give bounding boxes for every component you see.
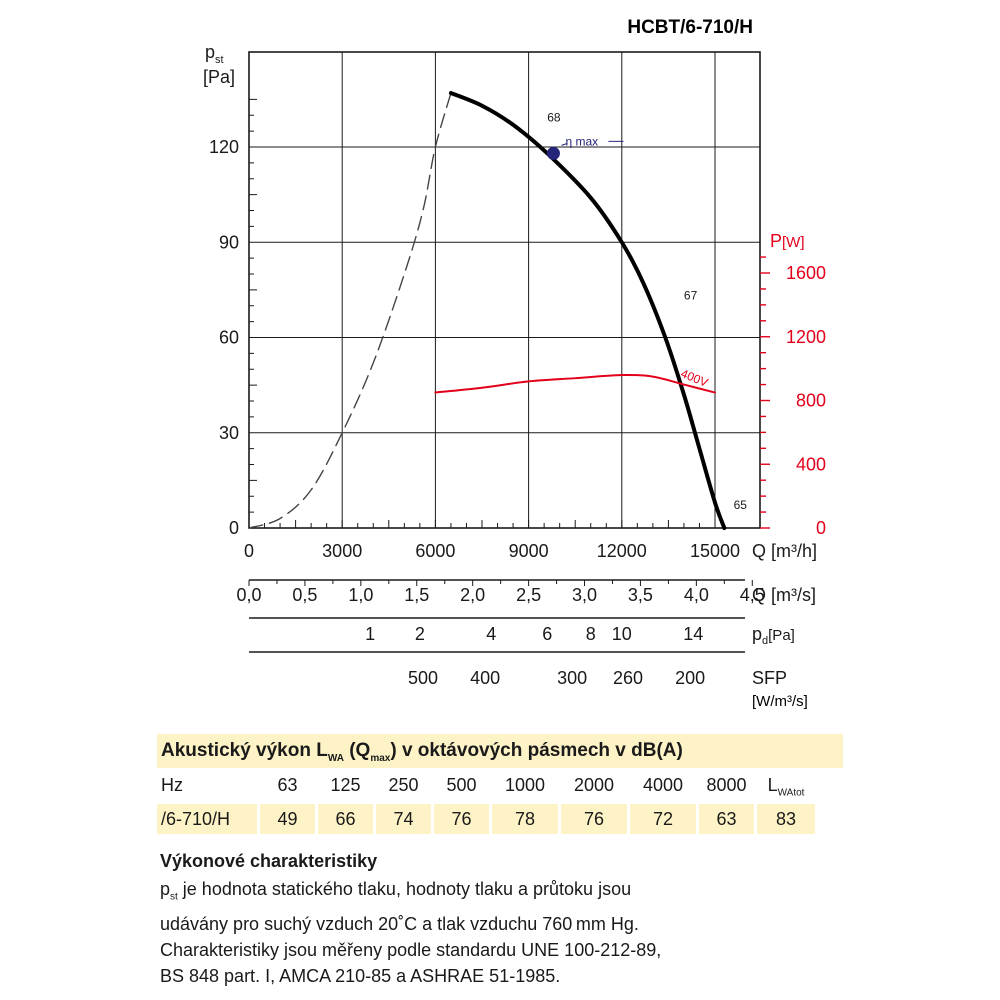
eta-max-label: η max	[565, 134, 598, 148]
x-axis-tick-label: 6000	[415, 541, 455, 561]
secondary-axis-tick-label: 2	[415, 624, 425, 644]
series-line-2	[434, 373, 716, 394]
right-axis-tick-label: 1200	[786, 327, 826, 347]
value-cell: 49	[260, 804, 315, 834]
performance-notes: Výkonové charakteristiky pst je hodnota …	[160, 848, 840, 989]
x-axis-tick-label: 3000	[322, 541, 362, 561]
secondary-axis-tick-label: 200	[675, 668, 705, 688]
model-title: HCBT/6-710/H	[627, 17, 753, 38]
secondary-axis-tick-label: 1	[365, 624, 375, 644]
secondary-axis-tick-label: 400	[470, 668, 500, 688]
secondary-axis-tick-label: 4	[486, 624, 496, 644]
x-axis-tick-label: 0	[244, 541, 254, 561]
value-cell: 76	[561, 804, 627, 834]
value-cell: 76	[434, 804, 489, 834]
values-row: /6-710/H 49 66 74 76 78 76 72 63 83	[157, 802, 843, 836]
secondary-axis-tick-label: 6	[542, 624, 552, 644]
acoustic-table: Akustický výkon LWA (Qmax) v oktávových …	[157, 734, 843, 836]
value-cell: 78	[492, 804, 558, 834]
frequency-cell: 2000	[573, 775, 615, 795]
secondary-axis-label-sub: d	[762, 635, 768, 647]
total-value: 83	[757, 804, 815, 834]
notes-line-1: pst je hodnota statického tlaku, hodnoty…	[160, 879, 632, 903]
left-axis-label: pst	[205, 42, 224, 66]
secondary-axis-tick-label: 260	[613, 668, 643, 688]
secondary-axis-tick-label: 2,0	[460, 585, 485, 605]
chart-grid	[248, 51, 761, 529]
right-axis-tick-label: 800	[796, 391, 826, 411]
secondary-axis-tick-label: 4,5	[740, 585, 765, 605]
left-axis-tick-label: 60	[219, 328, 239, 348]
secondary-axis-label: SFP	[752, 668, 787, 688]
right-axis-label: P[W]	[770, 231, 805, 251]
value-cell: 63	[699, 804, 754, 834]
value-cell: 72	[630, 804, 696, 834]
secondary-axis-label: Q [m³/s]	[752, 585, 816, 605]
notes-heading: Výkonové charakteristiky	[160, 851, 378, 871]
notes-line-4: BS 848 part. I, AMCA 210-85 a ASHRAE 51-…	[160, 965, 561, 986]
series-line-1	[448, 91, 727, 530]
frequency-cell: 125	[330, 775, 361, 795]
secondary-axis-unit: [W/m³/s]	[752, 693, 808, 710]
efficiency-label: 67	[684, 288, 698, 302]
value-cell: 74	[376, 804, 431, 834]
acoustic-title: Akustický výkon LWA (Qmax) v oktávových …	[157, 734, 843, 768]
left-axis-tick-label: 0	[229, 518, 239, 538]
notes-line-3: Charakteristiky jsou měřeny podle standa…	[160, 939, 662, 960]
x-axis-tick-label: 9000	[509, 541, 549, 561]
secondary-axis-tick-label: 3,0	[572, 585, 597, 605]
efficiency-label: 68	[547, 111, 561, 125]
secondary-axis-tick-label: 14	[683, 624, 703, 644]
secondary-axis-tick-label: 500	[408, 668, 438, 688]
left-axis-tick-label: 90	[219, 232, 239, 252]
secondary-axis-tick-label: 4,0	[684, 585, 709, 605]
secondary-axis-tick-label: 0,5	[292, 585, 317, 605]
x-axis-tick-label: 12000	[597, 541, 647, 561]
right-axis-unit: [W]	[782, 234, 805, 251]
right-axis-tick-label: 1600	[786, 263, 826, 283]
right-axis-tick-label: 0	[816, 518, 826, 538]
frequency-cell: 4000	[642, 775, 684, 795]
eta-max-point	[546, 146, 560, 160]
secondary-axis-tick-label: 1,5	[404, 585, 429, 605]
secondary-axis-tick-label: 10	[612, 624, 632, 644]
secondary-axis-tick-label: 300	[557, 668, 587, 688]
x-axis-label: Q [m³/h]	[752, 541, 817, 561]
secondary-axis-tick-label: 8	[586, 624, 596, 644]
secondary-axis-tick-label: 0,0	[236, 585, 261, 605]
left-axis-tick-label: 30	[219, 423, 239, 443]
series-line-0	[248, 92, 452, 529]
efficiency-label: 65	[734, 498, 748, 512]
secondary-axis-tick-label: 2,5	[516, 585, 541, 605]
left-axis-unit: [Pa]	[203, 67, 235, 87]
right-axis-tick-label: 400	[796, 454, 826, 474]
secondary-axis-unit: [Pa]	[768, 627, 795, 644]
frequency-cell: 63	[277, 775, 298, 795]
left-axis-tick-label: 120	[209, 137, 239, 157]
hz-label: Hz	[161, 775, 183, 795]
eta-max-leader	[561, 142, 568, 146]
frequency-cell: 8000	[706, 775, 747, 795]
secondary-axis-label: pd[Pa]	[752, 624, 795, 647]
left-axis-label-sub: st	[215, 54, 224, 66]
value-cell: 66	[318, 804, 373, 834]
notes-line-2: udávány pro suchý vzduch 20˚C a tlak vzd…	[160, 913, 639, 934]
frequency-cell: 500	[446, 775, 477, 795]
frequency-cell: 1000	[504, 775, 546, 795]
total-header: LWAtot	[767, 775, 805, 799]
frequency-cell: 250	[388, 775, 419, 795]
x-axis-tick-label: 15000	[690, 541, 740, 561]
frequency-row: Hz 63 125 250 500 1000 2000 4000 8000 LWAtot	[157, 768, 843, 802]
secondary-axis-tick-label: 1,0	[348, 585, 373, 605]
secondary-axis-tick-label: 3,5	[628, 585, 653, 605]
model-row-label: /6-710/H	[157, 804, 257, 834]
